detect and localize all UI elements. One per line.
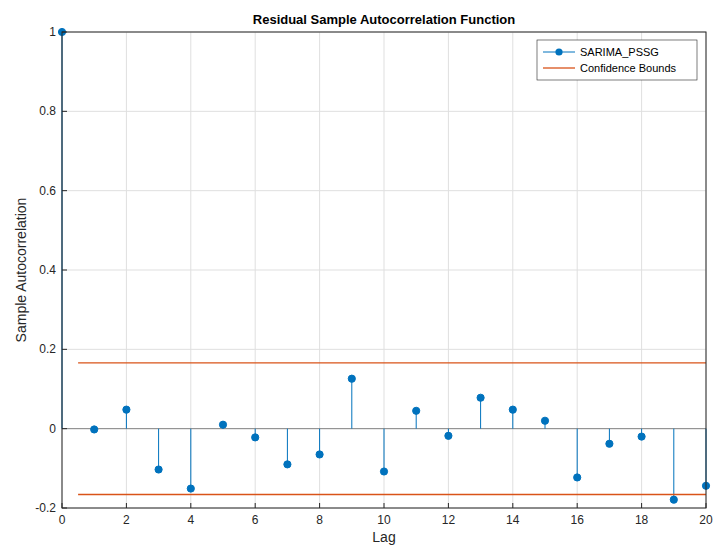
y-tick-label: 1 [49,25,56,39]
stem-marker [91,426,98,433]
y-tick [62,111,67,112]
x-tick [126,503,127,508]
y-grid-line [62,270,706,271]
y-tick [62,349,67,350]
y-tick [62,270,67,271]
stem-marker [187,485,194,492]
legend-label: Confidence Bounds [580,62,677,74]
x-tick [512,503,513,508]
x-tick [190,503,191,508]
legend-label: SARIMA_PSSG [580,46,659,58]
x-tick-label: 2 [123,513,130,527]
y-tick-label: 0.4 [39,263,56,277]
stem-marker [316,451,323,458]
stem [190,429,191,489]
x-tick-label: 16 [571,513,585,527]
stem [384,429,385,472]
x-tick [62,503,63,508]
stem [673,429,674,500]
x-tick-label: 0 [59,513,66,527]
stem-marker [252,434,259,441]
x-tick-label: 4 [187,513,194,527]
stem-marker [413,407,420,414]
stem-marker [638,433,645,440]
x-tick [319,503,320,508]
y-grid-line [62,111,706,112]
x-tick-label: 8 [316,513,323,527]
chart-svg: 02468101214161820-0.200.20.40.60.81Resid… [0,0,723,549]
stem-marker [606,440,613,447]
bound-line [78,362,706,363]
legend: SARIMA_PSSG Confidence Bounds [537,40,697,80]
stem-marker [445,432,452,439]
bound-line [78,494,706,495]
plot-area [62,32,706,508]
stem [351,379,352,429]
axes: 02468101214161820-0.200.20.40.60.81 [35,25,713,527]
marks [58,28,709,503]
x-tick [384,503,385,508]
stem-marker [509,406,516,413]
background [0,0,723,549]
x-axis-label: Lag [372,529,395,545]
y-grid-line [62,349,706,350]
y-tick [62,508,67,509]
y-tick-label: 0.8 [39,104,56,118]
x-tick-label: 14 [506,513,520,527]
x-tick-label: 6 [252,513,259,527]
title: Residual Sample Autocorrelation Function [253,12,515,27]
x-tick-label: 18 [635,513,649,527]
stem-marker [219,421,226,428]
stem [577,429,578,478]
stem-marker [541,417,548,424]
stem-marker [155,466,162,473]
x-tick-label: 20 [699,513,713,527]
y-tick-label: 0.2 [39,342,56,356]
stem-marker [123,406,130,413]
stem-marker [348,375,355,382]
stem [158,429,159,470]
legend-box [537,40,697,80]
legend-swatch [543,67,575,68]
legend-marker [555,48,562,55]
y-grid-line [62,190,706,191]
stem-marker [477,394,484,401]
y-tick-label: 0 [49,422,56,436]
x-tick-label: 12 [442,513,456,527]
x-tick-label: 10 [377,513,391,527]
x-tick [448,503,449,508]
y-tick [62,190,67,191]
x-tick [706,503,707,508]
x-tick [641,503,642,508]
axes-frame [62,32,706,508]
y-tick-label: 0.6 [39,184,56,198]
y-tick [62,428,67,429]
y-axis-label: Sample Autocorrelation [13,198,29,343]
stem-marker [284,461,291,468]
grid [62,32,706,508]
x-tick [577,503,578,508]
stem-marker [574,474,581,481]
y-tick [62,32,67,33]
stem-marker [380,468,387,475]
y-tick-label: -0.2 [35,501,56,515]
stem-marker [670,496,677,503]
stem [480,398,481,429]
x-tick [255,503,256,508]
stem [287,429,288,465]
